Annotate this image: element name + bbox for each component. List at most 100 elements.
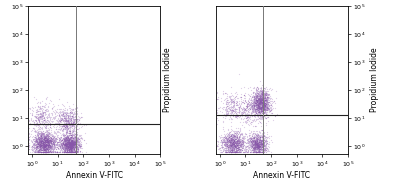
Point	[60, 143, 67, 146]
Point	[42, 146, 49, 149]
Point	[56, 114, 62, 117]
Point	[242, 145, 248, 148]
Point	[262, 112, 269, 115]
Point	[68, 148, 74, 151]
Point	[32, 142, 39, 145]
Point	[76, 138, 82, 141]
Point	[50, 143, 57, 146]
Point	[255, 96, 262, 100]
Point	[37, 148, 43, 151]
Point	[238, 146, 244, 149]
Point	[45, 141, 51, 144]
Point	[57, 147, 63, 150]
Point	[246, 146, 252, 149]
Point	[245, 100, 252, 103]
Point	[36, 116, 43, 119]
Point	[37, 142, 43, 145]
Point	[47, 149, 54, 152]
Point	[43, 139, 49, 142]
Point	[65, 136, 71, 139]
Point	[260, 109, 266, 113]
Point	[69, 144, 76, 147]
Point	[36, 125, 42, 128]
Point	[244, 102, 250, 105]
Point	[261, 134, 268, 137]
Point	[46, 123, 53, 126]
Point	[68, 151, 75, 154]
Point	[54, 150, 61, 153]
Point	[36, 138, 42, 141]
Point	[249, 101, 256, 104]
Point	[253, 141, 260, 144]
Point	[254, 132, 260, 135]
Point	[255, 103, 262, 106]
Point	[68, 146, 74, 149]
Point	[70, 142, 77, 145]
Point	[249, 137, 255, 140]
Point	[228, 138, 235, 141]
Point	[233, 101, 239, 104]
Point	[222, 149, 228, 152]
Point	[48, 145, 55, 148]
Point	[62, 118, 68, 121]
Point	[229, 148, 235, 151]
Point	[72, 139, 79, 142]
Point	[263, 112, 269, 115]
Point	[222, 136, 229, 139]
Point	[42, 150, 49, 153]
Point	[223, 136, 229, 139]
Point	[230, 141, 236, 144]
Point	[66, 141, 72, 144]
Point	[39, 140, 46, 143]
Point	[239, 134, 246, 137]
Point	[41, 137, 47, 140]
Point	[70, 146, 76, 149]
Point	[61, 145, 67, 148]
Point	[64, 137, 70, 140]
Point	[62, 144, 68, 147]
Point	[39, 146, 45, 149]
Point	[231, 151, 237, 154]
Point	[232, 151, 239, 154]
Point	[48, 146, 55, 149]
Point	[70, 145, 76, 148]
Point	[257, 141, 264, 144]
Point	[264, 115, 271, 118]
Point	[42, 151, 48, 154]
Point	[260, 108, 266, 111]
Point	[228, 130, 235, 133]
Point	[254, 145, 260, 148]
Point	[254, 103, 260, 106]
Point	[64, 119, 70, 122]
Point	[224, 110, 230, 113]
Point	[258, 93, 265, 96]
Point	[42, 143, 48, 146]
Point	[32, 137, 39, 140]
Point	[30, 126, 37, 129]
Point	[248, 139, 254, 142]
Point	[46, 151, 52, 154]
Point	[228, 137, 235, 140]
Point	[265, 96, 271, 99]
Point	[256, 105, 262, 108]
Point	[255, 100, 261, 103]
Point	[69, 144, 75, 147]
Point	[237, 137, 243, 140]
Point	[68, 143, 74, 146]
Point	[255, 144, 261, 147]
Point	[35, 132, 42, 135]
Point	[71, 151, 77, 154]
Point	[66, 151, 72, 154]
Point	[62, 141, 69, 144]
Point	[229, 151, 236, 154]
Point	[64, 150, 70, 153]
Point	[48, 141, 54, 144]
Point	[237, 141, 243, 144]
Point	[254, 148, 261, 152]
Point	[65, 142, 71, 146]
Point	[262, 145, 268, 148]
Point	[44, 142, 51, 146]
Point	[73, 114, 79, 117]
Point	[54, 133, 60, 136]
Point	[251, 145, 258, 148]
